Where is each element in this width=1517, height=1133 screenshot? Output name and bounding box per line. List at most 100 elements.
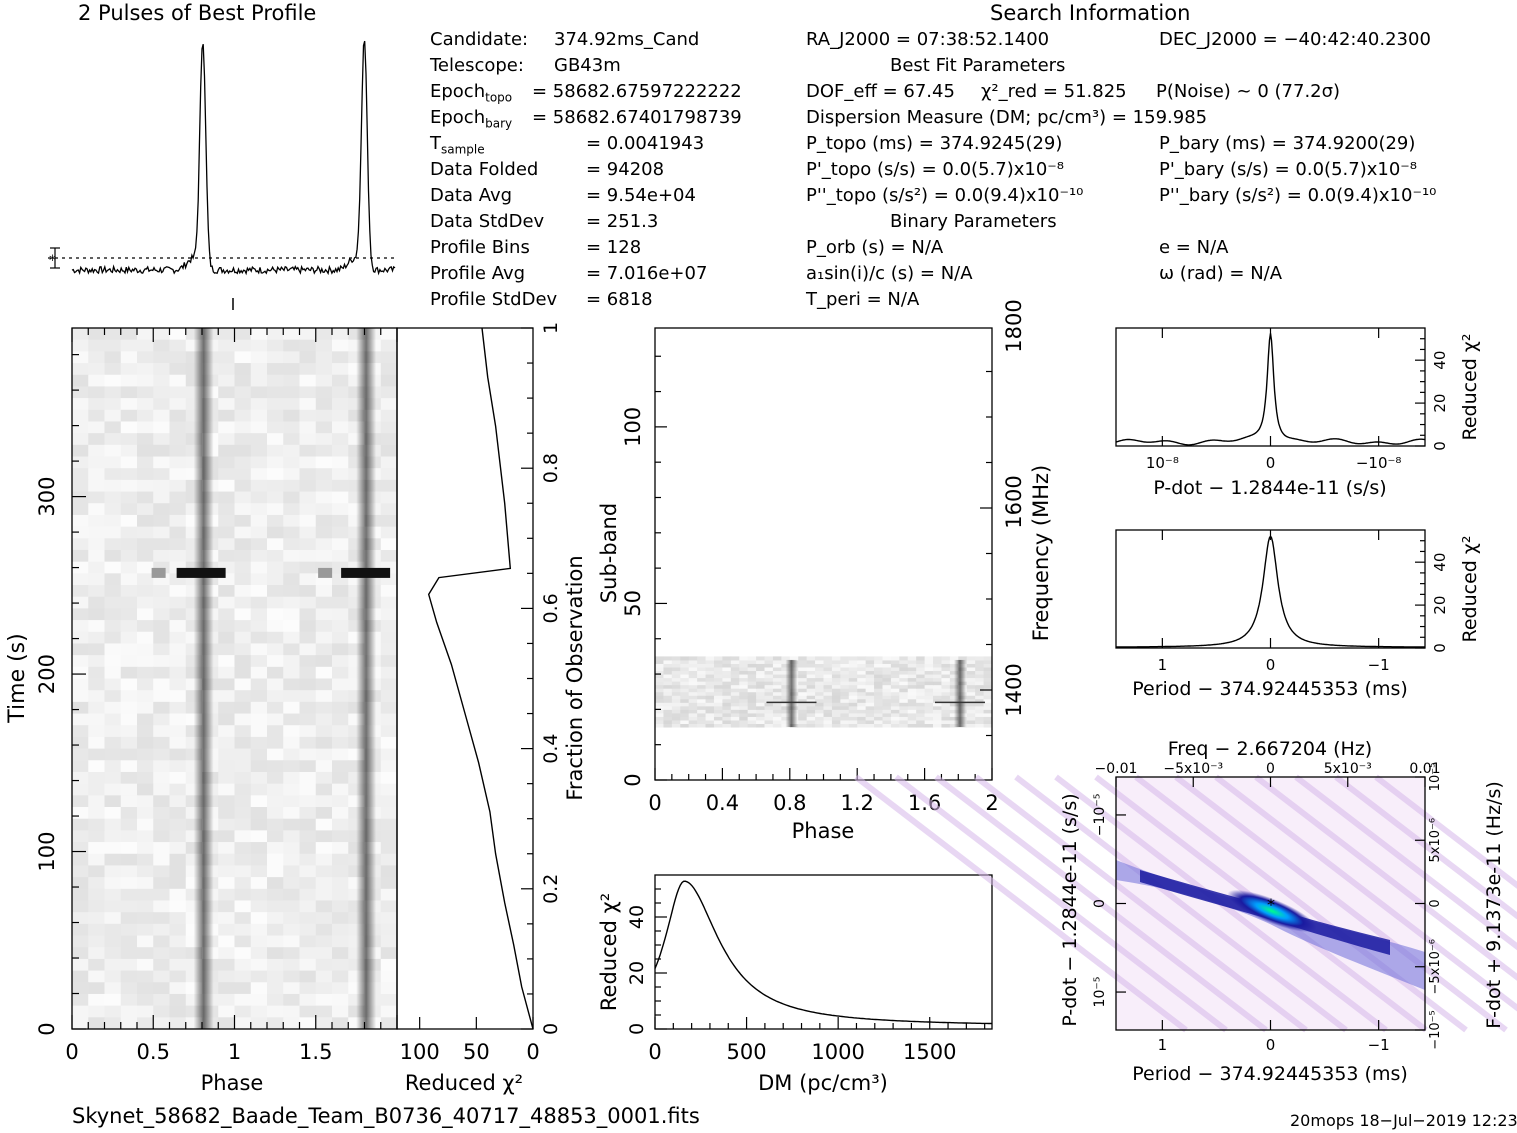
time-phase-cell <box>283 655 300 668</box>
time-phase-cell <box>234 514 252 528</box>
time-phase-cell <box>153 596 170 609</box>
time-phase-cell <box>234 631 252 644</box>
subband-cell <box>924 670 934 675</box>
subband-cell <box>747 702 757 707</box>
time-phase-cell <box>104 538 122 551</box>
subband-cell <box>848 719 858 724</box>
subband-cell <box>680 702 690 707</box>
subband-cell <box>823 695 833 700</box>
time-phase-cell <box>104 947 122 960</box>
time-phase-cell <box>137 760 154 773</box>
time-phase-cell <box>218 666 235 679</box>
time-phase-cell <box>250 526 268 539</box>
time-phase-cell <box>137 596 154 609</box>
subband-cell <box>713 670 723 675</box>
subband-cell <box>688 695 698 700</box>
subband-cell <box>730 677 740 682</box>
subband-cell <box>916 674 926 679</box>
time-phase-cell <box>169 877 187 890</box>
time-phase-cell <box>218 830 235 843</box>
subband-cell <box>680 677 690 682</box>
time-phase-cell <box>153 807 170 820</box>
subband-cell <box>806 663 816 668</box>
time-phase-cell <box>104 643 122 656</box>
subband-xtick-label: 0.4 <box>706 791 739 815</box>
subband-cell <box>975 656 985 661</box>
subband-cell <box>899 677 909 682</box>
subband-cell <box>756 719 766 724</box>
subband-cell <box>848 667 858 672</box>
time-phase-burst-faint-1 <box>151 567 166 578</box>
subband-cell <box>772 677 782 682</box>
subband-cell <box>848 716 858 721</box>
time-phase-cell <box>299 631 317 644</box>
subband-cell <box>671 716 681 721</box>
time-phase-cell <box>218 538 235 551</box>
time-phase-cell <box>120 900 138 913</box>
time-phase-cell <box>137 468 154 481</box>
time-phase-cell <box>218 842 235 855</box>
time-phase-cell <box>153 865 170 878</box>
time-phase-cell <box>250 351 268 364</box>
time-phase-cell <box>218 514 235 528</box>
time-phase-cell <box>299 865 317 878</box>
subband-cell <box>688 691 698 696</box>
time-phase-cell <box>169 596 187 609</box>
time-phase-cell <box>234 760 252 773</box>
subband-ytick-label: 100 <box>621 407 645 447</box>
subband-cell <box>739 709 749 714</box>
subband-cell <box>764 719 774 724</box>
subband-cell <box>907 702 917 707</box>
time-phase-cell <box>234 818 252 831</box>
time-phase-cell <box>267 877 284 890</box>
time-phase-cell <box>332 398 349 411</box>
subband-cell <box>655 656 664 661</box>
time-phase-cell <box>283 725 300 738</box>
subband-cell <box>983 691 993 696</box>
subband-cell <box>865 698 875 703</box>
subband-cell <box>941 659 951 664</box>
porb-value: P_orb (s) = N/A <box>806 237 944 258</box>
subband-cell <box>975 691 985 696</box>
subband-cell <box>924 663 934 668</box>
time-phase-cell <box>250 842 268 855</box>
subband-cell <box>933 702 942 707</box>
time-phase-cell <box>120 1005 138 1018</box>
time-phase-cell <box>104 701 122 715</box>
time-phase-cell <box>299 374 317 387</box>
time-phase-cell <box>332 982 349 995</box>
time-phase-cell <box>72 1017 89 1030</box>
subband-cell <box>806 670 816 675</box>
time-phase-cell <box>380 795 398 808</box>
subband-cell <box>840 674 850 679</box>
time-phase-cell <box>104 818 122 831</box>
time-phase-cell <box>88 842 105 855</box>
time-phase-cell <box>137 444 154 458</box>
time-phase-cell <box>153 970 170 983</box>
time-phase-cell <box>218 713 235 726</box>
time-phase-cell <box>315 631 333 644</box>
subband-cell <box>924 705 934 710</box>
time-phase-cell <box>380 585 398 598</box>
subband-cell <box>983 684 993 689</box>
subband-cell <box>655 709 664 714</box>
time-phase-cell <box>120 503 138 516</box>
time-phase-cell <box>234 655 252 668</box>
time-phase-cell <box>218 468 235 481</box>
subband-cell <box>831 674 841 679</box>
subband-cell <box>899 656 909 661</box>
time-phase-cell <box>283 468 300 481</box>
time-phase-cell <box>120 888 138 901</box>
subband-cell <box>815 723 824 728</box>
subband-cell <box>655 688 664 693</box>
time-phase-cell <box>234 958 252 972</box>
subband-cell <box>907 723 917 728</box>
subband-cell <box>705 656 715 661</box>
time-phase-cell <box>332 491 349 504</box>
time-phase-cell <box>169 807 187 820</box>
time-phase-cell <box>299 456 317 469</box>
time-phase-cell <box>72 491 89 504</box>
time-phase-cell <box>218 456 235 469</box>
subband-cell <box>890 709 900 714</box>
subband-cell <box>966 723 976 728</box>
